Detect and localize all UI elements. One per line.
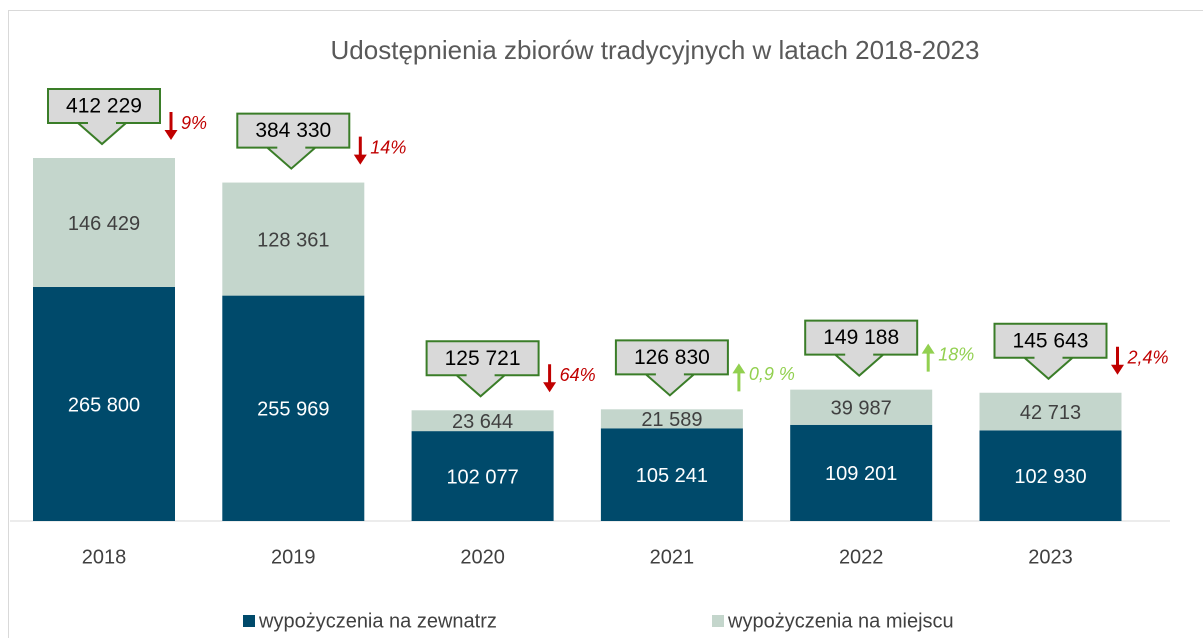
- change-arrow: [353, 136, 367, 165]
- total-label: 125 721: [445, 347, 521, 370]
- change-label: 64%: [560, 365, 596, 385]
- x-tick-label: 2019: [271, 546, 316, 568]
- legend-swatch: [712, 615, 724, 627]
- bar-segment: [790, 424, 933, 521]
- legend-label: wypożyczenia na zewnatrz: [258, 610, 497, 632]
- value-label: 39 987: [831, 398, 892, 420]
- value-label: 102 930: [1014, 466, 1086, 488]
- change-label: 18%: [938, 344, 974, 364]
- x-tick-label: 2020: [460, 546, 505, 568]
- bar-segment: [222, 295, 365, 521]
- x-tick-label: 2023: [1028, 546, 1073, 568]
- x-tick-label: 2021: [650, 546, 695, 568]
- change-arrow: [1111, 346, 1124, 375]
- change-arrow: [543, 364, 557, 393]
- legend-label: wypożyczenia na miejscu: [727, 610, 954, 632]
- value-label: 109 201: [825, 463, 897, 485]
- x-tick-label: 2022: [839, 546, 884, 568]
- total-label: 384 330: [255, 119, 331, 142]
- change-label: 14%: [370, 137, 406, 157]
- bar-segment: [600, 409, 743, 429]
- value-label: 21 589: [641, 409, 702, 431]
- bar-segment: [411, 410, 554, 432]
- value-label: 128 361: [257, 229, 329, 251]
- change-arrow: [921, 343, 935, 372]
- change-label: 2,4%: [1127, 347, 1169, 367]
- value-label: 146 429: [68, 213, 140, 235]
- bar-segment: [33, 158, 175, 287]
- change-label: 9%: [181, 113, 207, 133]
- bar-segment: [600, 428, 743, 521]
- total-callout: [47, 88, 161, 146]
- value-label: 255 969: [257, 399, 329, 421]
- total-callout: [993, 322, 1108, 381]
- bar-segment: [979, 392, 1122, 431]
- change-label: 0,9 %: [749, 364, 795, 384]
- total-callout: [804, 319, 919, 377]
- value-label: 105 241: [636, 465, 708, 487]
- total-label: 126 830: [634, 346, 710, 369]
- total-callout: [236, 112, 351, 170]
- bar-segment: [790, 389, 933, 425]
- value-label: 23 644: [452, 411, 513, 433]
- bar-segment: [979, 430, 1122, 521]
- x-tick-label: 2018: [82, 546, 127, 568]
- value-label: 265 800: [68, 394, 140, 416]
- chart-title: Udostępnienia zbiorów tradycyjnych w lat…: [331, 35, 980, 65]
- value-label: 102 077: [446, 466, 518, 488]
- change-arrow: [732, 363, 746, 392]
- total-label: 145 643: [1013, 329, 1089, 352]
- total-label: 149 188: [823, 326, 899, 349]
- change-arrow: [164, 112, 178, 140]
- total-callout: [425, 340, 540, 398]
- legend-swatch: [243, 615, 255, 627]
- bar-segment: [411, 431, 554, 521]
- value-label: 42 713: [1020, 402, 1081, 424]
- total-callout: [614, 339, 729, 397]
- total-label: 412 229: [66, 95, 142, 118]
- bar-segment: [33, 286, 175, 521]
- bar-segment: [222, 182, 365, 296]
